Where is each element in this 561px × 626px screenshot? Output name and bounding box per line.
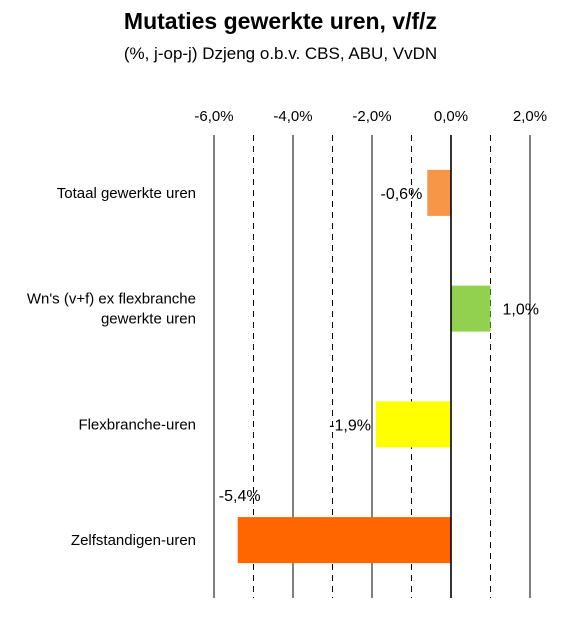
data-labels: -0,6% 1,0% -1,9% -5,4% [219, 186, 539, 505]
data-label: -5,4% [219, 488, 261, 505]
bar-2 [375, 401, 451, 448]
category-labels: Totaal gewerkte uren Wn's (v+f) ex flexbr… [27, 185, 196, 549]
bars [237, 169, 491, 564]
data-label: 1,0% [503, 302, 539, 319]
bar-3 [237, 517, 451, 564]
x-tick-label: 2,0% [513, 108, 547, 125]
x-tick-label: -2,0% [352, 108, 391, 125]
data-label: -0,6% [381, 186, 423, 203]
category-label: Zelfstandigen-uren [71, 532, 196, 549]
x-tick-labels: -6,0% -4,0% -2,0% 0,0% 2,0% [194, 108, 547, 125]
category-label: Wn's (v+f) ex flexbranche [27, 291, 196, 308]
category-label: Flexbranche-uren [78, 416, 196, 433]
category-label: gewerkte uren [101, 311, 196, 328]
bar-1 [451, 285, 491, 332]
category-label: Totaal gewerkte uren [57, 185, 196, 202]
chart-subtitle: (%, j-op-j) Dzjeng o.b.v. CBS, ABU, VvDN [123, 44, 438, 63]
x-tick-label: -4,0% [273, 108, 312, 125]
x-tick-label: -6,0% [194, 108, 233, 125]
gridlines [213, 135, 531, 598]
x-tick-label: 0,0% [434, 108, 468, 125]
data-label: -1,9% [329, 417, 371, 434]
chart-title: Mutaties gewerkte uren, v/f/z [123, 8, 438, 34]
bar-0 [427, 169, 451, 216]
